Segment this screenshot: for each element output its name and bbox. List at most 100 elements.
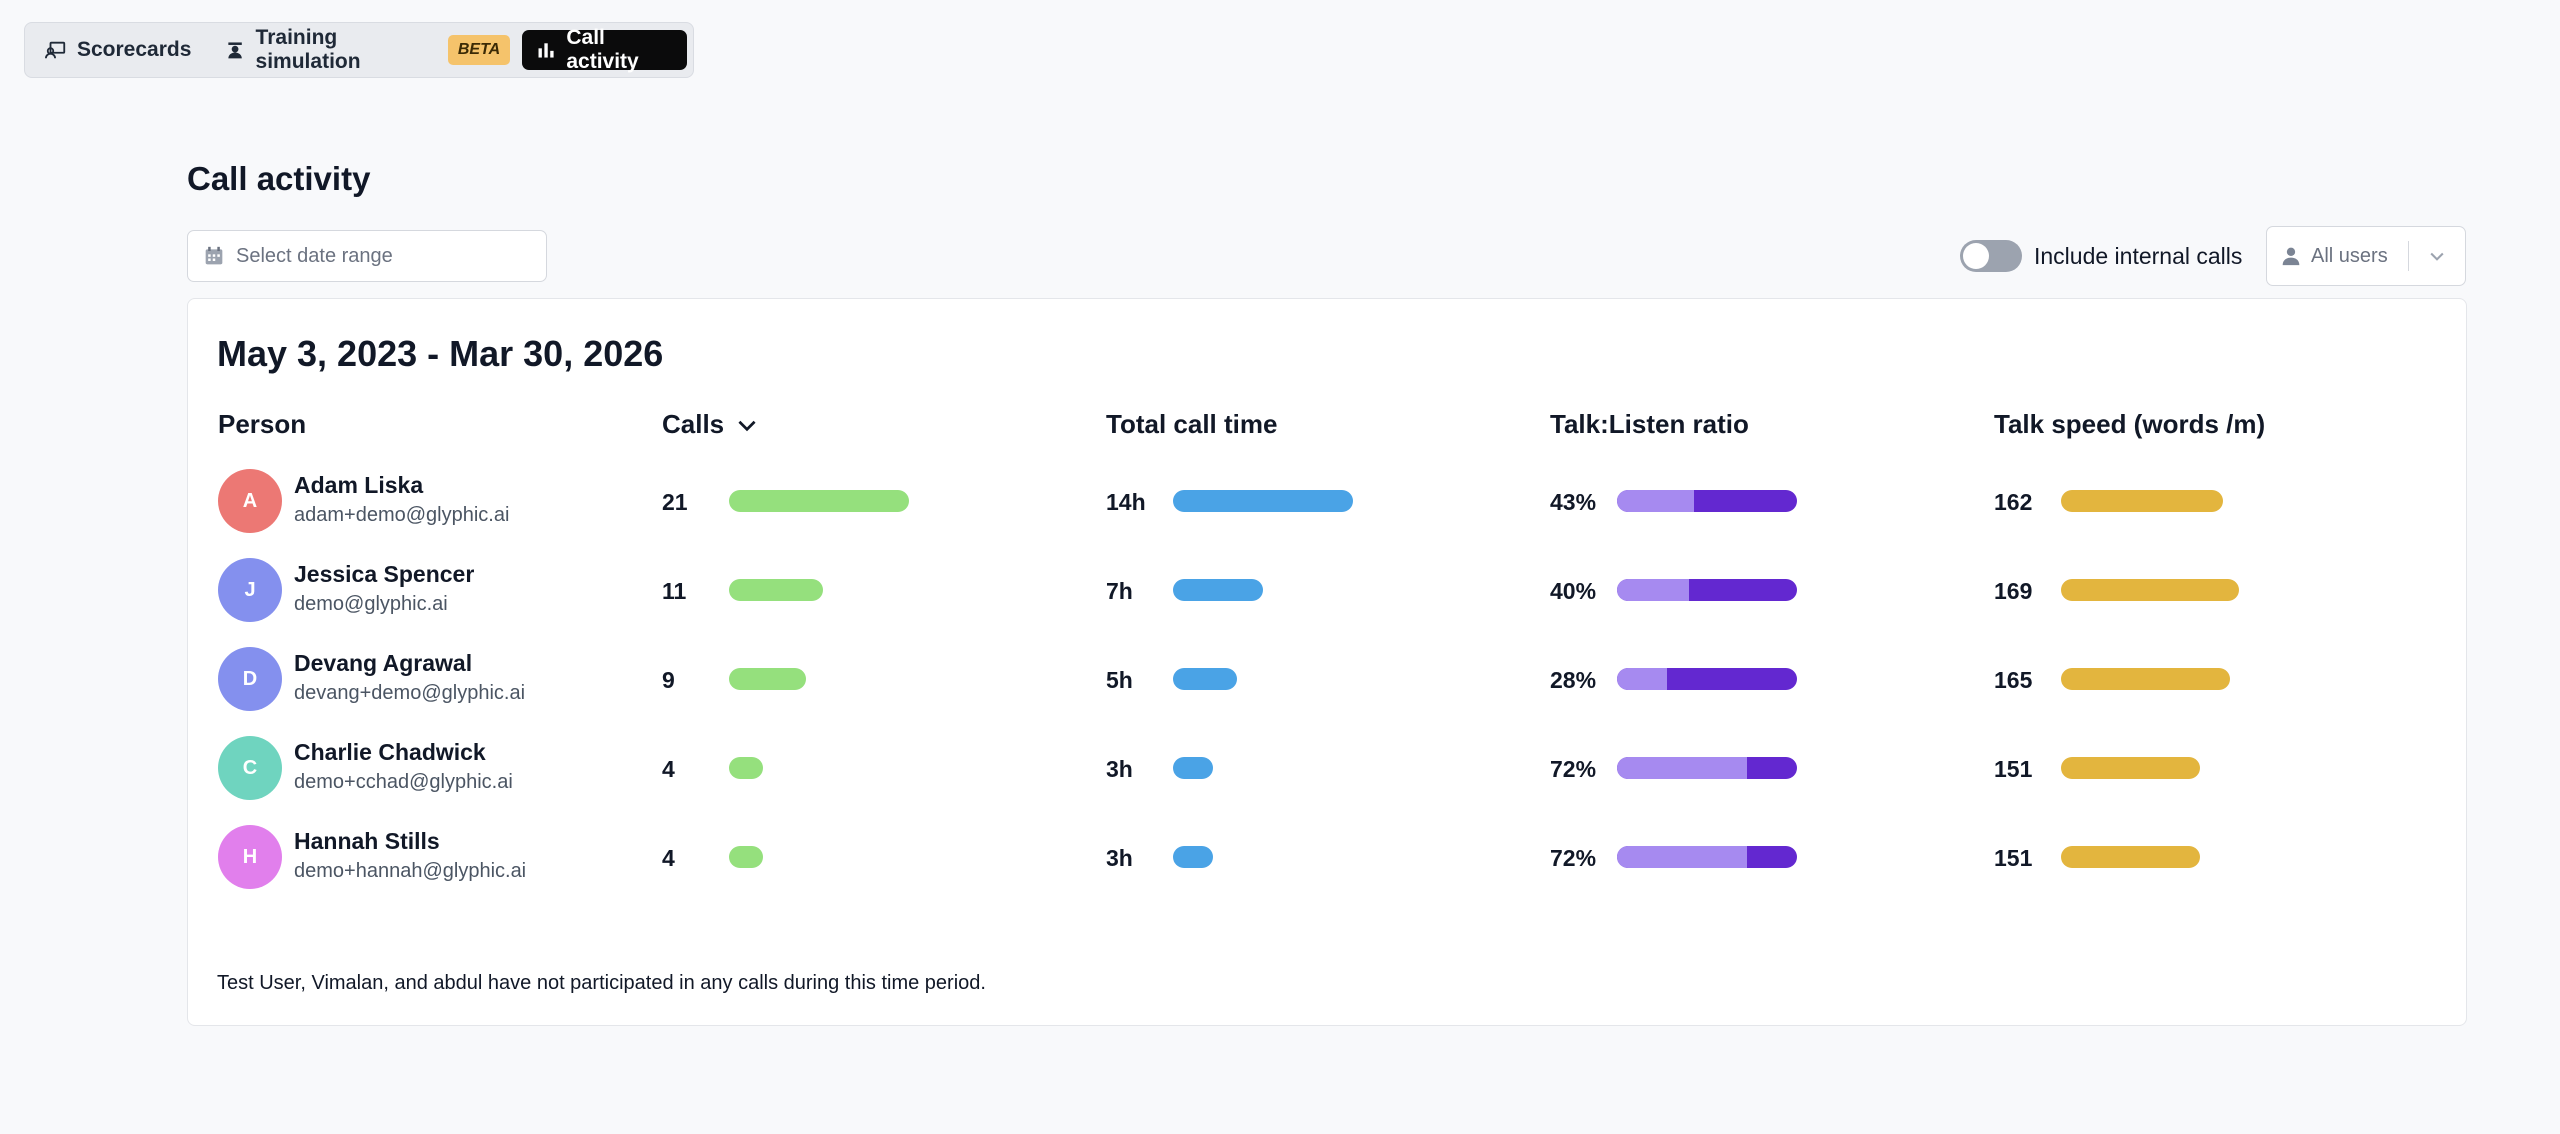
user-filter-dropdown[interactable] [2409,246,2465,266]
calls-value: 4 [662,756,675,782]
call-time-bar [1173,757,1213,779]
talk-speed-value: 165 [1994,667,2033,693]
date-range-input[interactable]: Select date range [187,230,547,282]
column-label: Talk speed (words /m) [1994,409,2266,439]
call-time-bar [1173,579,1263,601]
talk-segment [1617,579,1689,601]
talk-listen-ratio-value: 72% [1550,756,1597,782]
internal-calls-toggle[interactable] [1960,240,2022,272]
table-row[interactable]: J Jessica Spencer demo@glyphic.ai 11 7h … [188,555,2466,625]
calls-bar [729,846,764,868]
person-name: Charlie Chadwick [294,739,486,765]
tab-label: Call activity [566,26,639,73]
call-time-value: 14h [1106,489,1146,515]
calls-value: 9 [662,667,675,693]
date-range-placeholder: Select date range [236,244,393,267]
calls-bar [729,757,764,779]
column-header-person: Person [218,409,306,440]
training-icon [228,42,243,59]
column-label: Total call time [1106,409,1278,439]
footnote: Test User, Vimalan, and abdul have not p… [217,972,986,994]
talk-listen-ratio-bar [1617,757,1797,779]
talk-speed-bar [2061,757,2200,779]
talk-listen-ratio-value: 28% [1550,667,1597,693]
person-name: Adam Liska [294,472,424,498]
column-label: Calls [662,409,725,439]
avatar: H [218,825,282,889]
talk-listen-ratio-bar [1617,490,1797,512]
calendar-icon [205,246,223,265]
toggle-knob [1963,243,1989,269]
select-separator [2408,241,2409,271]
table-row[interactable]: A Adam Liska adam+demo@glyphic.ai 21 14h… [188,466,2466,536]
user-filter-select[interactable]: All users [2266,226,2466,286]
column-header-total-call-time: Total call time [1106,409,1277,440]
talk-listen-ratio-value: 43% [1550,489,1597,515]
internal-calls-label: Include internal calls [2034,242,2243,269]
chevron-down-icon [738,420,756,431]
call-time-value: 3h [1106,845,1133,871]
talk-segment [1617,490,1695,512]
call-time-value: 5h [1106,667,1133,693]
talk-listen-ratio-bar [1617,668,1797,690]
call-time-bar [1173,490,1353,512]
call-activity-card: May 3, 2023 - Mar 30, 2026 Person Calls … [187,298,2467,1026]
avatar: C [218,736,282,800]
tab-label: Scorecards [77,38,192,61]
avatar: J [218,558,282,622]
person-email: demo+hannah@glyphic.ai [294,860,527,882]
talk-segment [1617,757,1747,779]
column-header-calls[interactable]: Calls [662,409,760,440]
call-time-value: 7h [1106,578,1133,604]
person-name: Hannah Stills [294,828,440,854]
date-range-title: May 3, 2023 - Mar 30, 2026 [217,333,664,374]
tab-call-activity[interactable]: Call activity [522,26,687,73]
talk-speed-value: 162 [1994,489,2033,515]
table-row[interactable]: D Devang Agrawal devang+demo@glyphic.ai … [188,644,2466,714]
call-time-value: 3h [1106,756,1133,782]
avatar: A [218,469,282,533]
talk-listen-ratio-value: 72% [1550,845,1597,871]
calls-bar [729,668,807,690]
scorecard-icon [45,41,66,59]
talk-speed-value: 151 [1994,756,2033,782]
talk-segment [1617,668,1668,690]
chevron-down-icon [2430,252,2444,261]
page-title: Call activity [187,160,371,197]
user-icon [2282,247,2300,266]
table-row[interactable]: H Hannah Stills demo+hannah@glyphic.ai 4… [188,822,2466,892]
internal-calls-toggle-group: Include internal calls [1960,240,2242,272]
tab-training-simulation[interactable]: Training simulation [211,26,445,73]
person-name: Jessica Spencer [294,561,475,587]
talk-speed-value: 151 [1994,845,2033,871]
column-header-talk-speed: Talk speed (words /m) [1994,409,2265,440]
avatar: D [218,647,282,711]
talk-speed-bar [2061,490,2223,512]
person-email: devang+demo@glyphic.ai [294,682,526,704]
talk-listen-ratio-bar [1617,579,1797,601]
top-tab-bar: Scorecards Training simulation BETA Call… [24,22,694,78]
person-email: adam+demo@glyphic.ai [294,504,510,526]
column-label: Person [218,409,307,439]
calls-bar [729,490,909,512]
column-label: Talk:Listen ratio [1550,409,1749,439]
beta-badge: BETA [447,35,511,65]
column-header-talk-listen-ratio: Talk:Listen ratio [1550,409,1749,440]
call-time-bar [1173,846,1213,868]
calls-value: 11 [662,578,687,604]
calls-value: 21 [662,489,688,515]
person-email: demo@glyphic.ai [294,593,448,615]
table-row[interactable]: C Charlie Chadwick demo+cchad@glyphic.ai… [188,733,2466,803]
user-filter-value: All users [2267,245,2408,268]
talk-speed-bar [2061,846,2200,868]
call-time-bar [1173,668,1238,690]
tab-scorecards[interactable]: Scorecards [31,30,205,70]
tab-label: Training simulation [255,26,361,73]
talk-listen-ratio-bar [1617,846,1797,868]
calls-value: 4 [662,845,675,871]
talk-speed-bar [2061,668,2230,690]
talk-speed-value: 169 [1994,578,2033,604]
talk-segment [1617,846,1747,868]
bar-chart-icon [538,43,554,58]
talk-speed-bar [2061,579,2239,601]
